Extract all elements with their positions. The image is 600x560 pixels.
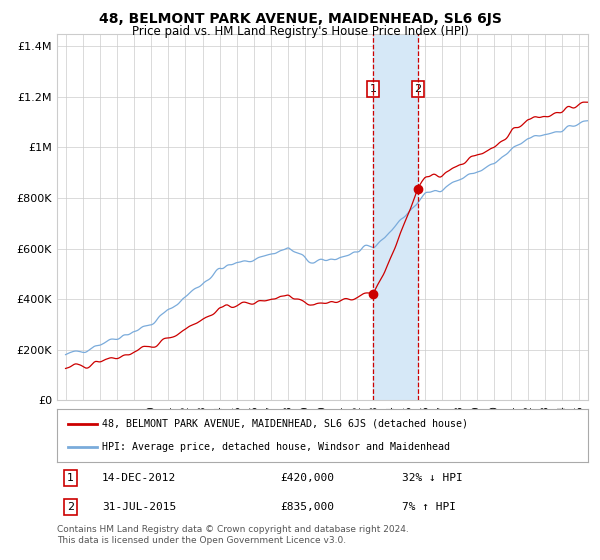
Text: 2: 2	[415, 84, 422, 94]
Bar	[373, 34, 418, 400]
Text: HPI: Average price, detached house, Windsor and Maidenhead: HPI: Average price, detached house, Wind…	[102, 442, 450, 452]
Text: 2: 2	[67, 502, 74, 512]
Text: 31-JUL-2015: 31-JUL-2015	[102, 502, 176, 512]
Text: 7% ↑ HPI: 7% ↑ HPI	[402, 502, 456, 512]
Text: 14-DEC-2012: 14-DEC-2012	[102, 473, 176, 483]
Text: 32% ↓ HPI: 32% ↓ HPI	[402, 473, 463, 483]
Text: 48, BELMONT PARK AVENUE, MAIDENHEAD, SL6 6JS: 48, BELMONT PARK AVENUE, MAIDENHEAD, SL6…	[98, 12, 502, 26]
Text: Price paid vs. HM Land Registry's House Price Index (HPI): Price paid vs. HM Land Registry's House …	[131, 25, 469, 38]
Text: £835,000: £835,000	[280, 502, 334, 512]
Text: Contains HM Land Registry data © Crown copyright and database right 2024.
This d: Contains HM Land Registry data © Crown c…	[57, 525, 409, 545]
Text: £420,000: £420,000	[280, 473, 334, 483]
Text: 1: 1	[370, 84, 377, 94]
Text: 1: 1	[67, 473, 74, 483]
Text: 48, BELMONT PARK AVENUE, MAIDENHEAD, SL6 6JS (detached house): 48, BELMONT PARK AVENUE, MAIDENHEAD, SL6…	[102, 419, 468, 429]
